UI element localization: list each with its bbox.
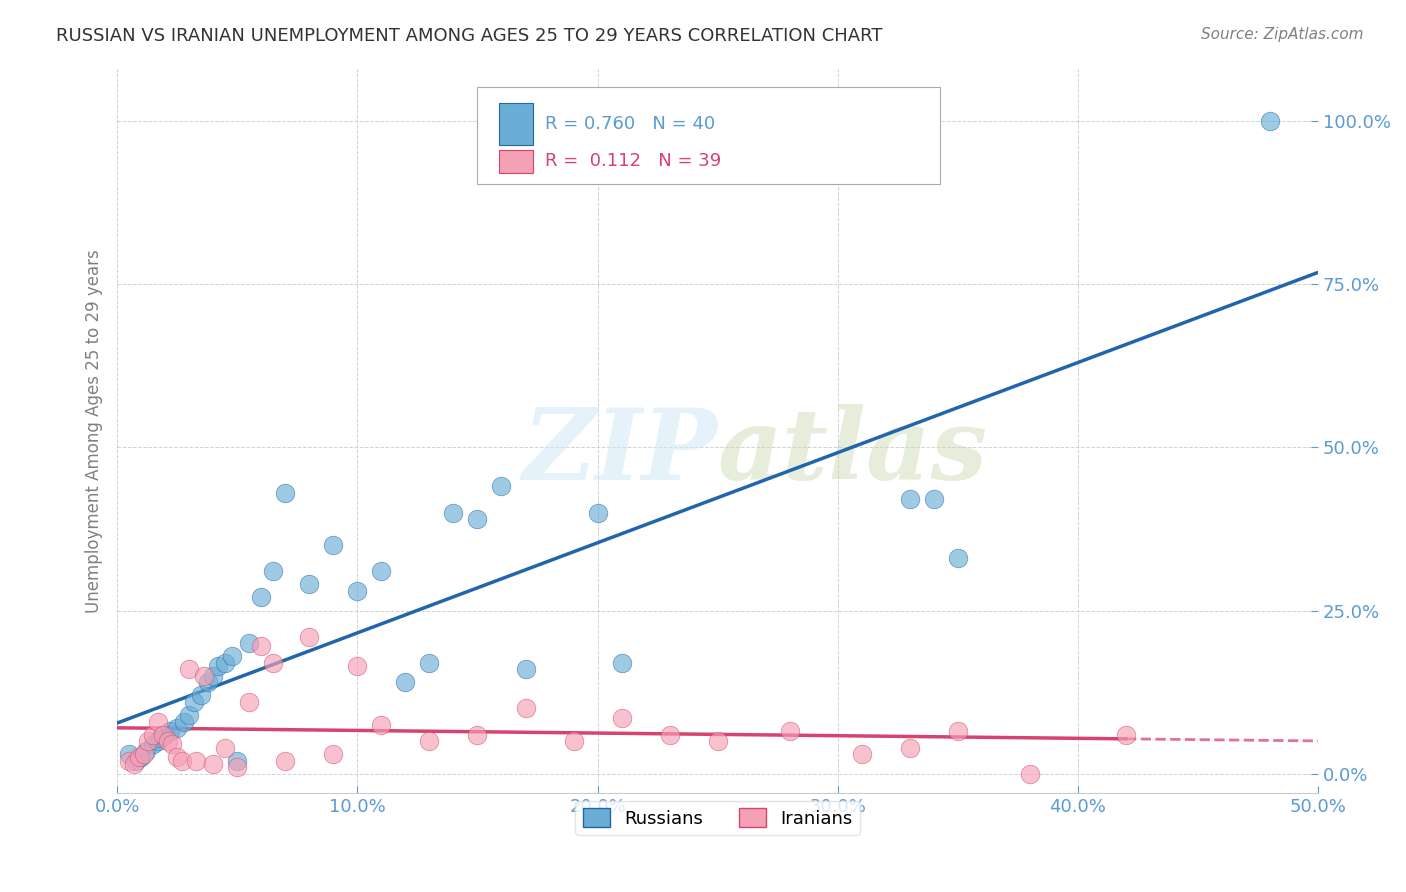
Point xyxy=(179,662,201,676)
Point xyxy=(183,695,205,709)
Point xyxy=(202,756,225,771)
Point xyxy=(262,565,284,579)
Point xyxy=(946,724,969,739)
Point xyxy=(346,659,368,673)
Point xyxy=(193,669,215,683)
Point xyxy=(238,636,260,650)
Point xyxy=(128,750,150,764)
Point xyxy=(467,728,489,742)
Point xyxy=(118,754,141,768)
Point xyxy=(138,734,160,748)
Point xyxy=(346,583,368,598)
Point xyxy=(207,659,229,673)
Point xyxy=(274,754,297,768)
Point xyxy=(197,675,219,690)
Point xyxy=(467,512,489,526)
Point xyxy=(226,760,249,774)
Point xyxy=(443,506,465,520)
Point xyxy=(322,747,344,761)
Point xyxy=(170,754,193,768)
Point xyxy=(515,701,537,715)
Point xyxy=(186,754,208,768)
Point xyxy=(418,734,440,748)
Point xyxy=(155,728,177,742)
FancyBboxPatch shape xyxy=(478,87,939,185)
Point xyxy=(298,630,321,644)
Point xyxy=(898,740,921,755)
Point xyxy=(162,738,184,752)
Point xyxy=(946,551,969,566)
Point xyxy=(298,577,321,591)
Point xyxy=(159,724,181,739)
Point xyxy=(898,492,921,507)
Point xyxy=(238,695,260,709)
Point xyxy=(1115,728,1137,742)
Point xyxy=(322,538,344,552)
Point xyxy=(179,708,201,723)
Text: ZIP: ZIP xyxy=(523,404,717,501)
Point xyxy=(262,656,284,670)
Text: RUSSIAN VS IRANIAN UNEMPLOYMENT AMONG AGES 25 TO 29 YEARS CORRELATION CHART: RUSSIAN VS IRANIAN UNEMPLOYMENT AMONG AG… xyxy=(56,27,883,45)
Point xyxy=(226,754,249,768)
Point xyxy=(125,754,148,768)
Y-axis label: Unemployment Among Ages 25 to 29 years: Unemployment Among Ages 25 to 29 years xyxy=(86,249,103,613)
FancyBboxPatch shape xyxy=(499,150,533,173)
Point xyxy=(146,714,169,729)
Point xyxy=(221,649,243,664)
Point xyxy=(142,728,165,742)
Point xyxy=(166,750,188,764)
Point xyxy=(658,728,681,742)
Point xyxy=(129,750,152,764)
Point xyxy=(202,669,225,683)
Text: Source: ZipAtlas.com: Source: ZipAtlas.com xyxy=(1201,27,1364,42)
Point xyxy=(250,591,273,605)
Point xyxy=(418,656,440,670)
Point xyxy=(610,656,633,670)
Text: R = 0.760   N = 40: R = 0.760 N = 40 xyxy=(544,114,714,133)
Point xyxy=(149,731,172,745)
Point xyxy=(166,721,188,735)
Point xyxy=(214,656,236,670)
Point xyxy=(491,479,513,493)
Point xyxy=(274,486,297,500)
Point xyxy=(562,734,585,748)
Point xyxy=(370,718,392,732)
Point xyxy=(515,662,537,676)
Point xyxy=(706,734,728,748)
Point xyxy=(250,640,273,654)
FancyBboxPatch shape xyxy=(499,103,533,145)
Point xyxy=(586,506,609,520)
Point xyxy=(118,747,141,761)
Point xyxy=(1258,113,1281,128)
Point xyxy=(152,728,174,742)
Point xyxy=(214,740,236,755)
Point xyxy=(851,747,873,761)
Point xyxy=(173,714,195,729)
Point xyxy=(1019,766,1042,780)
Point xyxy=(190,689,212,703)
Point xyxy=(122,756,145,771)
Point xyxy=(142,738,165,752)
Point xyxy=(370,565,392,579)
Text: atlas: atlas xyxy=(717,404,987,501)
Point xyxy=(779,724,801,739)
Point xyxy=(132,747,155,761)
Point xyxy=(394,675,416,690)
Point xyxy=(156,734,179,748)
Legend: Russians, Iranians: Russians, Iranians xyxy=(575,801,860,835)
Point xyxy=(610,711,633,725)
Point xyxy=(146,734,169,748)
Point xyxy=(922,492,945,507)
Text: R =  0.112   N = 39: R = 0.112 N = 39 xyxy=(544,153,721,170)
Point xyxy=(135,744,157,758)
